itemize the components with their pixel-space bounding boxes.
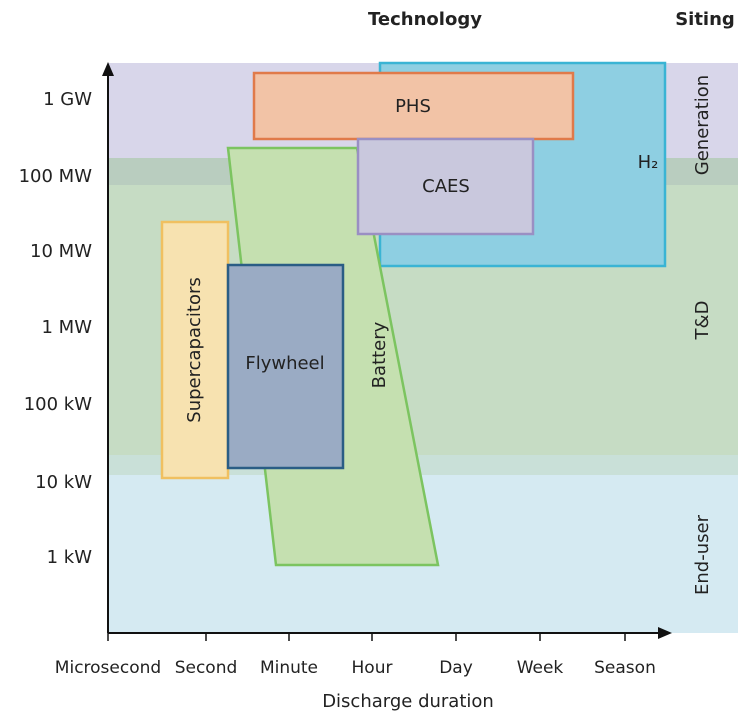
x-arrow [658,627,672,639]
siting-label: Generation [692,75,713,175]
x-axis-label: Minute [260,658,318,678]
siting-label: T&D [692,301,713,341]
y-axis-label: 10 kW [35,472,92,493]
siting-header: Siting [675,9,735,30]
flywheel-region [226,263,345,470]
x-axis-title: Discharge duration [322,691,494,712]
phs-label: PHS [395,96,431,117]
y-axis-label: 1 kW [47,547,93,568]
y-arrow [102,62,114,76]
x-axis-label: Microsecond [55,658,161,678]
h2-label: H₂ [638,152,659,173]
y-axis-label: 1 MW [41,317,92,338]
x-axis-label: Day [439,658,473,678]
x-axis-label: Week [517,658,564,678]
y-axis-label: 100 MW [19,166,93,187]
x-axis-label: Hour [352,658,393,678]
y-axis-label: 10 MW [30,241,92,262]
x-axis-label: Season [594,658,656,678]
siting-label: End-user [692,514,713,595]
battery-label: Battery [369,321,390,388]
flywheel-label: Flywheel [245,353,324,374]
caes-label: CAES [422,176,470,197]
y-axis-label: 1 GW [43,89,92,110]
supercapacitors-label: Supercapacitors [184,277,205,422]
y-axis-label: 100 kW [24,394,93,415]
technology-header: Technology [368,9,482,30]
caes-region [356,137,535,236]
x-axis-label: Second [175,658,238,678]
